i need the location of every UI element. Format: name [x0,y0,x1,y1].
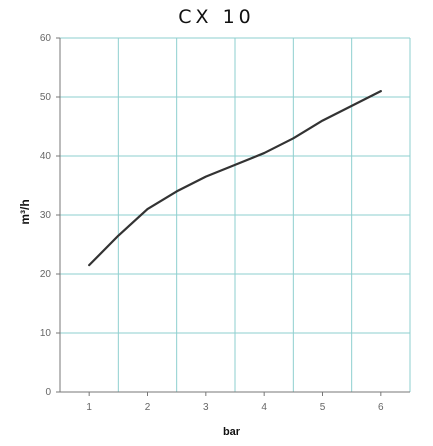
chart-title: CX 10 [178,6,255,28]
data-point [263,152,265,154]
y-tick-label: 60 [40,33,52,44]
data-point [321,119,324,122]
y-tick-label: 0 [45,387,51,398]
data-point [146,208,149,210]
y-tick-label: 30 [40,210,52,221]
x-tick-label: 4 [261,402,267,413]
y-tick-label: 20 [40,269,52,280]
x-tick-label: 1 [86,402,92,413]
data-point [88,264,90,266]
data-point [175,190,178,193]
y-tick-label: 40 [40,151,52,162]
data-point [205,175,207,178]
data-point [117,234,120,237]
y-tick-label: 10 [40,328,52,339]
x-tick-label: 6 [378,402,384,413]
x-axis-label: bar [222,426,241,438]
series-group [88,89,382,267]
x-tick-label: 3 [203,402,209,413]
data-point [350,105,353,107]
tick-labels: 0 10 20 30 40 50 60 1 2 3 4 5 6 [40,33,384,413]
grid-lines [60,37,411,392]
data-point [292,137,295,140]
data-point [234,164,236,166]
x-tick-label: 5 [320,402,326,413]
y-tick-label: 50 [40,92,52,103]
x-tick-label: 2 [145,402,151,413]
data-point [380,90,382,92]
axes [56,37,410,396]
